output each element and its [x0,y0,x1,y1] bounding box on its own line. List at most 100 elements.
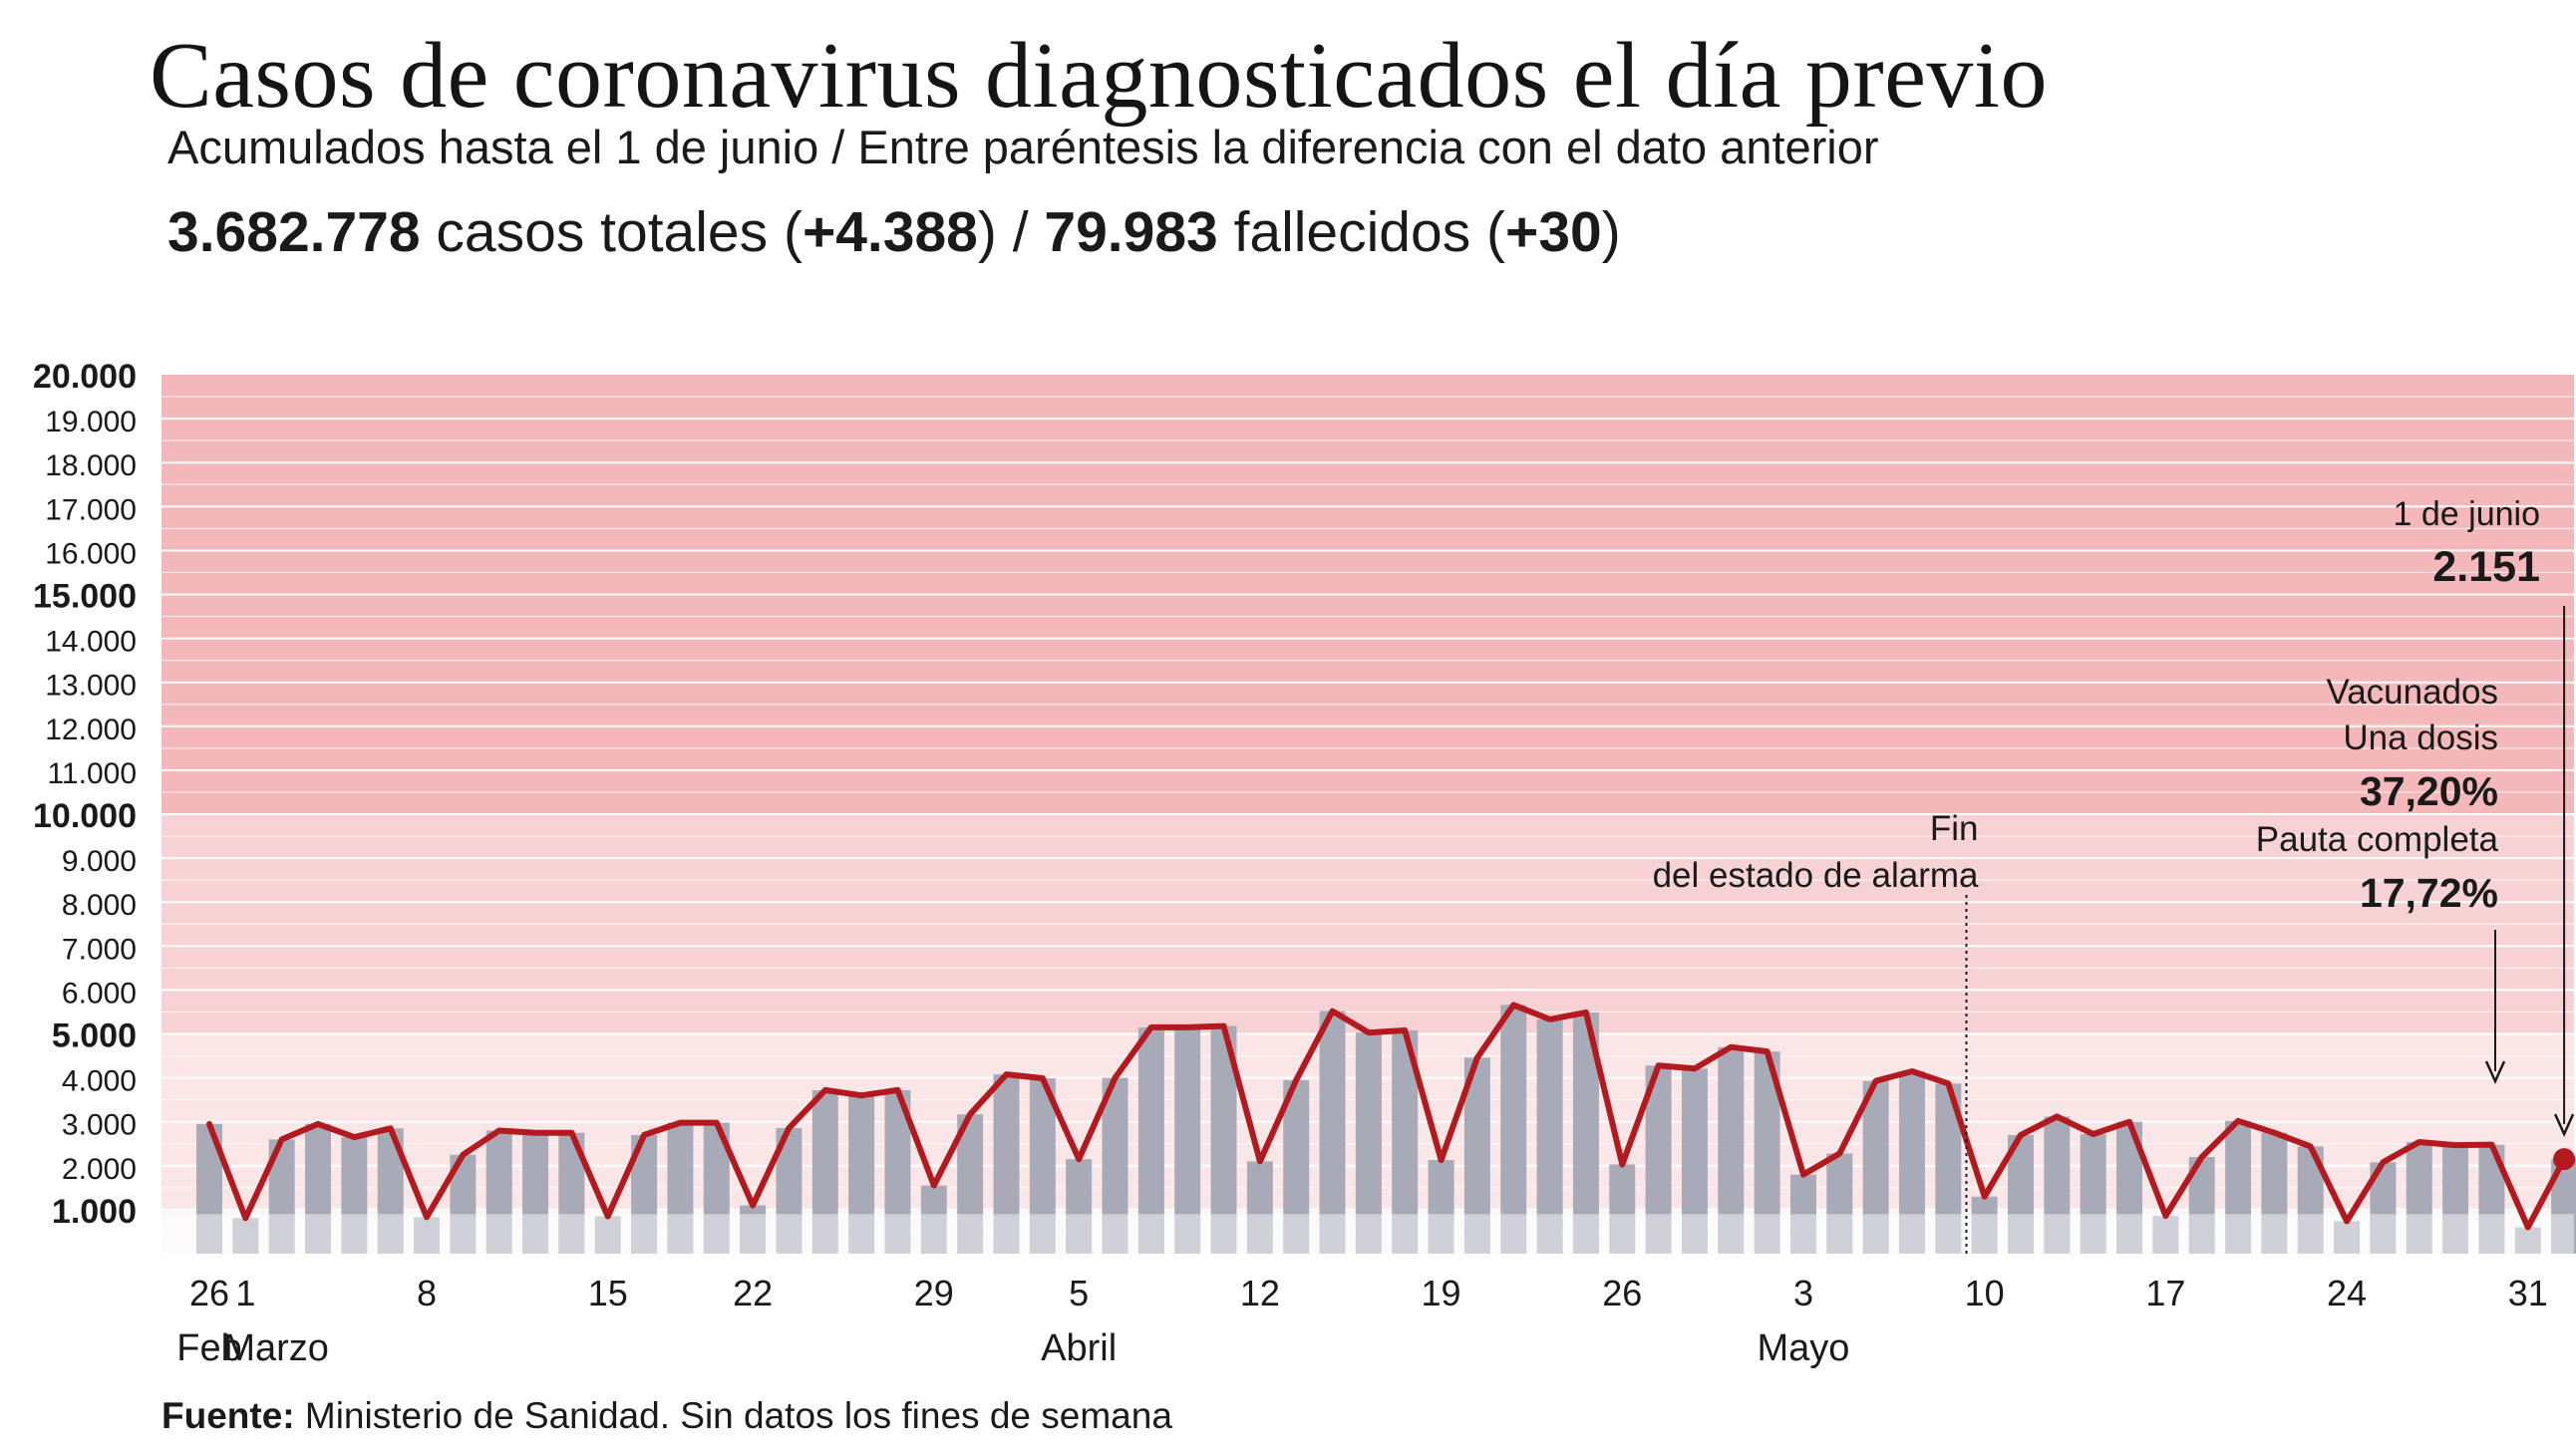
y-tick-label: 17.000 [45,493,137,526]
cases-total: 3.682.778 [167,200,421,264]
deaths-label: fallecidos [1233,200,1471,264]
x-tick-label: 31 [2508,1273,2548,1313]
bar [1283,1079,1310,1254]
bar [305,1123,332,1254]
bar [2334,1221,2361,1254]
last-date-label: 1 de junio [2394,495,2540,533]
bar [1609,1164,1636,1254]
alarm-end-label: Fin [1930,809,1979,848]
bar [1500,1005,1527,1254]
y-tick-label: 15.000 [33,578,137,616]
bar [341,1137,368,1254]
bar [848,1095,875,1254]
full-vaccination-value: 17,72% [2360,870,2498,916]
y-tick-label: 8.000 [62,889,137,922]
last-value-label: 2.151 [2432,543,2540,591]
bar [414,1217,441,1254]
x-tick-label: 29 [914,1273,954,1313]
arrow-head [2484,1060,2506,1085]
bar [1355,1032,1382,1254]
one-dose-label: Una dosis [2343,719,2498,757]
bar [920,1185,947,1254]
month-label: Mayo [1757,1327,1849,1369]
month-label: Feb [176,1327,241,1369]
bar [2225,1120,2252,1254]
x-tick-label: 12 [1240,1273,1280,1313]
last-point-marker [2553,1148,2576,1171]
bar [232,1218,259,1254]
y-tick-label: 11.000 [47,757,137,790]
bar [1536,1018,1563,1254]
bar [811,1089,838,1254]
x-tick-label: 24 [2327,1273,2367,1313]
x-tick-label: 8 [417,1273,437,1313]
y-tick-label: 9.000 [62,845,137,878]
bar [1789,1174,1816,1254]
bar [1898,1070,1925,1254]
y-tick-label: 18.000 [45,449,137,482]
bar [2406,1141,2432,1254]
chart-subtitle: Acumulados hasta el 1 de junio / Entre p… [167,121,1879,173]
full-vaccination-label: Pauta completa [2256,820,2499,859]
bar [2080,1134,2106,1254]
y-tick-label: 13.000 [45,670,137,703]
y-tick-label: 6.000 [62,977,137,1010]
bar [2514,1227,2541,1254]
bar [1971,1196,1998,1254]
y-tick-label: 14.000 [45,626,137,659]
bar [2152,1216,2179,1254]
arrow-head [2553,1113,2575,1138]
bar [1718,1046,1745,1254]
bar [485,1130,512,1254]
bar [1826,1153,1853,1254]
alarm-end-label: del estado de alarma [1653,856,1979,895]
y-tick-label: 2.000 [62,1153,137,1186]
y-tick-label: 16.000 [45,537,137,570]
bar [522,1132,549,1254]
month-label: Abril [1041,1327,1117,1369]
bar [594,1216,621,1254]
bar [1066,1159,1093,1254]
chart-title: Casos de coronavirus diagnosticados el d… [150,24,2049,128]
x-tick-label: 17 [2145,1273,2185,1313]
bar [1319,1011,1346,1254]
y-tick-label: 3.000 [62,1109,137,1142]
y-tick-label: 19.000 [45,406,137,438]
month-label: Marzo [223,1327,329,1369]
bar [1862,1080,1889,1254]
x-tick-label: 3 [1793,1273,1813,1313]
bar [1428,1160,1454,1254]
bar [1174,1026,1201,1254]
one-dose-value: 37,20% [2360,768,2498,814]
x-tick-label: 26 [189,1273,229,1313]
bar [740,1205,767,1254]
bar [2442,1145,2469,1254]
bar [2261,1132,2288,1254]
x-tick-label: 15 [588,1273,628,1313]
x-tick-label: 10 [1965,1273,2005,1313]
totals-line: 3.682.778 casos totales (+4.388) / 79.98… [167,200,1621,264]
y-tick-label: 7.000 [62,933,137,966]
cases-diff: +4.388 [802,200,978,264]
x-tick-label: 5 [1069,1273,1089,1313]
bar [1681,1068,1708,1254]
y-tick-label: 1.000 [52,1193,137,1231]
y-tick-label: 12.000 [45,714,137,746]
bar [1102,1077,1128,1254]
x-tick-label: 22 [733,1273,773,1313]
deaths-diff: +30 [1505,200,1602,264]
x-tick-label: 19 [1422,1273,1461,1313]
source-text: Ministerio de Sanidad. Sin datos los fin… [304,1395,1172,1436]
vaccinated-label: Vacunados [2326,673,2498,712]
bar [993,1074,1020,1254]
bar [667,1122,694,1254]
cases-label: casos totales [436,200,769,264]
bar [1246,1161,1273,1254]
bar [1029,1078,1056,1254]
x-tick-label: 1 [235,1273,255,1313]
bar [1137,1026,1164,1254]
bar [2044,1116,2071,1254]
deaths-total: 79.983 [1044,200,1218,264]
